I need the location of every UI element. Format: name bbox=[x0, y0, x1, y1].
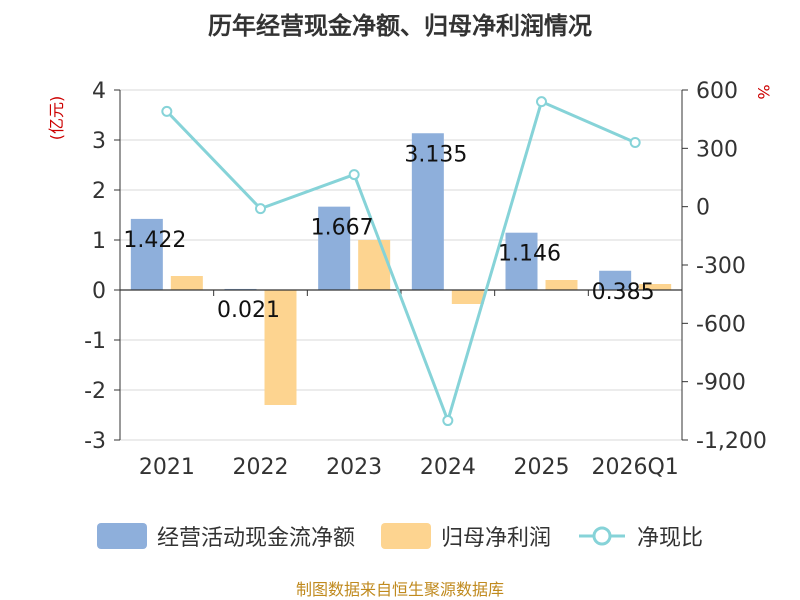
left-axis-tick-label: -2 bbox=[84, 379, 106, 404]
line-cash-ratio bbox=[165, 99, 636, 426]
right-axis-tick-label: -600 bbox=[696, 312, 746, 337]
line-point-cash-ratio bbox=[348, 169, 360, 181]
bar-cash-flow bbox=[318, 206, 351, 290]
bar-net-profit bbox=[639, 284, 672, 290]
x-axis-category-label: 2026Q1 bbox=[592, 455, 679, 480]
right-axis-tick-label: 600 bbox=[696, 79, 738, 104]
data-label-cash-flow: 0.385 bbox=[592, 280, 655, 305]
legend-label-cash-ratio: 净现比 bbox=[637, 526, 704, 551]
bar-net-profit bbox=[451, 290, 484, 304]
legend-swatch-operating-cash-flow bbox=[96, 523, 147, 549]
source-note: 制图数据来自恒生聚源数据库 bbox=[295, 580, 504, 599]
line-point-cash-ratio bbox=[629, 137, 641, 148]
x-axis-category-label: 2021 bbox=[139, 455, 195, 480]
data-label-cash-flow: 1.422 bbox=[123, 228, 186, 253]
right-axis-tick-label: 300 bbox=[696, 137, 738, 162]
right-axis-tick-label: 0 bbox=[696, 196, 710, 221]
legend-item-operating-cash-flow[interactable]: 经营活动现金流净额 bbox=[96, 520, 355, 552]
line-point-cash-ratio bbox=[536, 96, 547, 108]
x-axis-category-label: 2025 bbox=[514, 455, 570, 480]
right-axis-title: % bbox=[754, 84, 773, 99]
data-label-cash-flow: 1.667 bbox=[311, 216, 374, 241]
left-axis-tick-label: 1 bbox=[92, 229, 106, 254]
bar-cash-flow bbox=[411, 133, 444, 290]
data-label-cash-flow: 3.135 bbox=[404, 142, 467, 167]
legend-line-icon bbox=[579, 526, 625, 546]
legend-label-operating-cash-flow: 经营活动现金流净额 bbox=[156, 526, 355, 551]
x-axis-category-label: 2022 bbox=[233, 455, 289, 480]
left-axis-tick-label: 0 bbox=[92, 279, 106, 304]
x-axis-category-label: 2023 bbox=[326, 455, 382, 480]
legend-swatch-net-profit bbox=[380, 523, 431, 549]
bar-net-profit bbox=[545, 280, 578, 290]
left-axis-title: (亿元) bbox=[47, 96, 66, 141]
bar-cash-flow bbox=[505, 232, 538, 290]
x-axis-category-label: 2024 bbox=[420, 455, 476, 480]
left-axis-tick-label: 4 bbox=[92, 79, 106, 104]
legend-item-net-profit[interactable]: 归母净利润 bbox=[380, 520, 551, 552]
chart-title: 历年经营现金净额、归母净利润情况 bbox=[208, 12, 592, 40]
bar-cash-flow bbox=[599, 270, 632, 290]
bar-cash-flow bbox=[130, 218, 163, 290]
legend-item-cash-ratio[interactable]: 净现比 bbox=[577, 520, 703, 552]
left-axis-tick-label: -3 bbox=[84, 429, 106, 454]
left-axis-tick-label: 2 bbox=[92, 179, 106, 204]
left-axis-tick-label: 3 bbox=[92, 129, 106, 154]
left-axis-tick-label: -1 bbox=[84, 329, 106, 354]
bar-net-profit bbox=[264, 290, 297, 405]
right-axis-tick-label: -1,200 bbox=[696, 429, 767, 454]
legend-label-net-profit: 归母净利润 bbox=[440, 526, 551, 551]
right-axis-tick-label: -300 bbox=[696, 254, 746, 279]
right-axis-tick-label: -900 bbox=[696, 371, 746, 396]
legend: 经营活动现金流净额 归母净利润 净现比 bbox=[0, 516, 800, 556]
line-point-cash-ratio bbox=[161, 105, 173, 117]
line-point-cash-ratio bbox=[255, 203, 266, 215]
bar-net-profit bbox=[170, 276, 203, 290]
data-label-cash-flow: 1.146 bbox=[498, 242, 561, 267]
bar-net-profit bbox=[358, 240, 391, 290]
line-point-cash-ratio bbox=[442, 415, 454, 427]
data-label-cash-flow: 0.021 bbox=[217, 298, 280, 323]
